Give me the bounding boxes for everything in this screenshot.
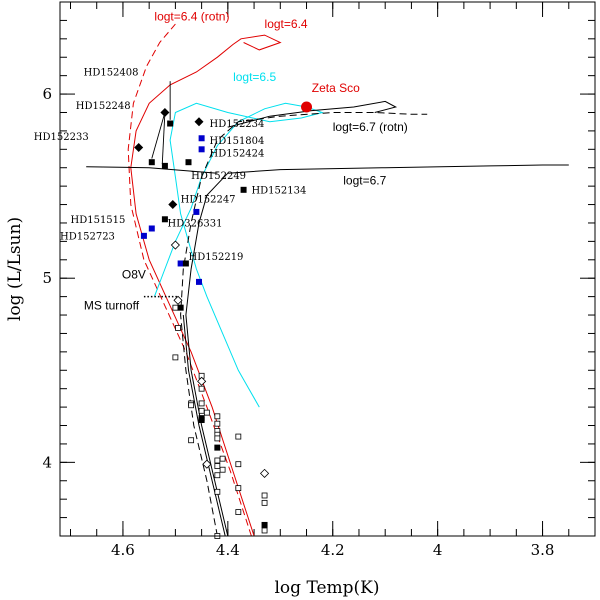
star-hd152233	[134, 142, 144, 152]
x-tick-label: 4.2	[321, 541, 345, 559]
track-logt-6-7-second	[182, 314, 226, 536]
data-point	[172, 354, 179, 361]
star-label-hd151515: HD151515	[70, 215, 125, 226]
star-points	[134, 101, 313, 539]
data-point	[214, 413, 221, 420]
data-point	[235, 509, 242, 515]
track-logt-6-7-rotn-loop	[227, 100, 398, 128]
data-point	[173, 295, 183, 305]
y-axis-title: log (L/Lsun)	[5, 217, 25, 321]
star-hd152219	[182, 260, 189, 267]
data-point	[188, 437, 195, 444]
data-point	[214, 435, 221, 442]
track-label-logt-6-7: logt=6.7	[343, 173, 386, 187]
data-point	[214, 472, 221, 479]
data-point	[219, 466, 226, 473]
star-label-hd152723: HD152723	[60, 232, 115, 243]
track-logt-6-4-rotn-	[127, 23, 252, 536]
data-point	[198, 385, 205, 392]
data-point	[195, 278, 202, 285]
track-logt-6-7-hook	[86, 166, 218, 174]
star-label-hd152233: HD152233	[34, 132, 89, 143]
star-hd152723	[140, 232, 147, 239]
star-hd151515	[148, 225, 155, 232]
data-point	[261, 492, 268, 499]
star-hd151804	[198, 135, 205, 142]
data-point	[259, 468, 270, 478]
star-hd152408	[167, 120, 174, 127]
o8v-label: O8V	[122, 268, 146, 282]
track-logt-6-4	[130, 34, 282, 536]
data-point	[214, 444, 221, 451]
data-point	[177, 260, 184, 267]
data-point	[188, 402, 195, 409]
data-point	[214, 457, 221, 464]
star-hd152134	[240, 186, 247, 193]
data-point	[261, 527, 268, 534]
data-point	[198, 407, 205, 414]
data-point	[261, 499, 268, 506]
annotation-labels: O8V MS turnoff HD152408 HD152248 HD152233 HD1…	[34, 9, 408, 312]
plot-frame	[59, 1, 596, 537]
evolutionary-tracks	[86, 23, 569, 536]
y-tick-label: 5	[42, 269, 52, 287]
data-point	[219, 455, 226, 462]
track-label-logt-6-7-rotn-: logt=6.7 (rotn)	[333, 120, 408, 134]
star-label-hd152424: HD152424	[209, 149, 264, 160]
star-label-hd152408: HD152408	[84, 68, 139, 79]
star-label-hd152234: HD152234	[209, 119, 264, 130]
star-hd326331	[161, 216, 168, 223]
data-point	[203, 409, 210, 416]
axis-ticks: 4.6 4.4 4.2 4 3.8 4 5 6	[42, 1, 596, 559]
pointer-arrow	[161, 112, 166, 165]
ms-turnoff-label: MS turnoff	[84, 299, 140, 313]
data-point	[261, 521, 268, 528]
data-point	[197, 376, 207, 386]
data-point	[193, 208, 200, 215]
track-logt-6-7	[185, 164, 569, 536]
x-tick-label: 4.4	[216, 541, 240, 559]
star-label-hd152134: HD152134	[251, 186, 306, 197]
pointer-arrow	[151, 112, 166, 159]
star-label-hd152247: HD152247	[181, 195, 236, 206]
star-label-hd151804: HD151804	[209, 136, 264, 147]
track-label-logt-6-4-rotn-: logt=6.4 (rotn)	[154, 9, 229, 23]
track-label-logt-6-4: logt=6.4	[265, 17, 308, 31]
y-tick-label: 4	[42, 453, 52, 471]
data-point	[214, 463, 221, 469]
data-point	[214, 488, 221, 495]
data-point	[175, 325, 181, 331]
track-logt-6-7-rotn-	[180, 112, 428, 536]
star-label-hd152248: HD152248	[76, 101, 131, 112]
data-point	[235, 433, 242, 440]
star-hd152247	[168, 200, 178, 210]
data-point	[198, 400, 205, 407]
y-tick-label: 6	[42, 85, 52, 103]
x-tick-label: 4	[433, 541, 443, 559]
data-point	[214, 420, 221, 427]
data-point	[161, 162, 168, 169]
data-point	[235, 461, 242, 468]
x-tick-label: 4.6	[111, 541, 135, 559]
data-point	[148, 159, 155, 166]
track-label-zeta-sco: Zeta Sco	[312, 81, 360, 95]
zeta-sco-marker	[301, 101, 313, 113]
data-point	[170, 240, 180, 250]
star-label-hd152219: HD152219	[189, 252, 244, 263]
star-hd152424	[198, 146, 205, 153]
star-hd152234	[194, 117, 204, 127]
x-axis-title: log Temp(K)	[274, 578, 379, 598]
star-label-hd326331: HD326331	[168, 219, 223, 230]
data-point	[198, 416, 205, 423]
x-tick-label: 3.8	[531, 541, 555, 559]
data-point	[172, 304, 179, 311]
data-point	[235, 485, 242, 492]
data-point	[177, 304, 184, 311]
data-point	[202, 459, 212, 469]
track-label-logt-6-5: logt=6.5	[233, 70, 276, 84]
star-hd152249	[185, 159, 192, 166]
star-label-hd152249: HD152249	[191, 171, 246, 182]
